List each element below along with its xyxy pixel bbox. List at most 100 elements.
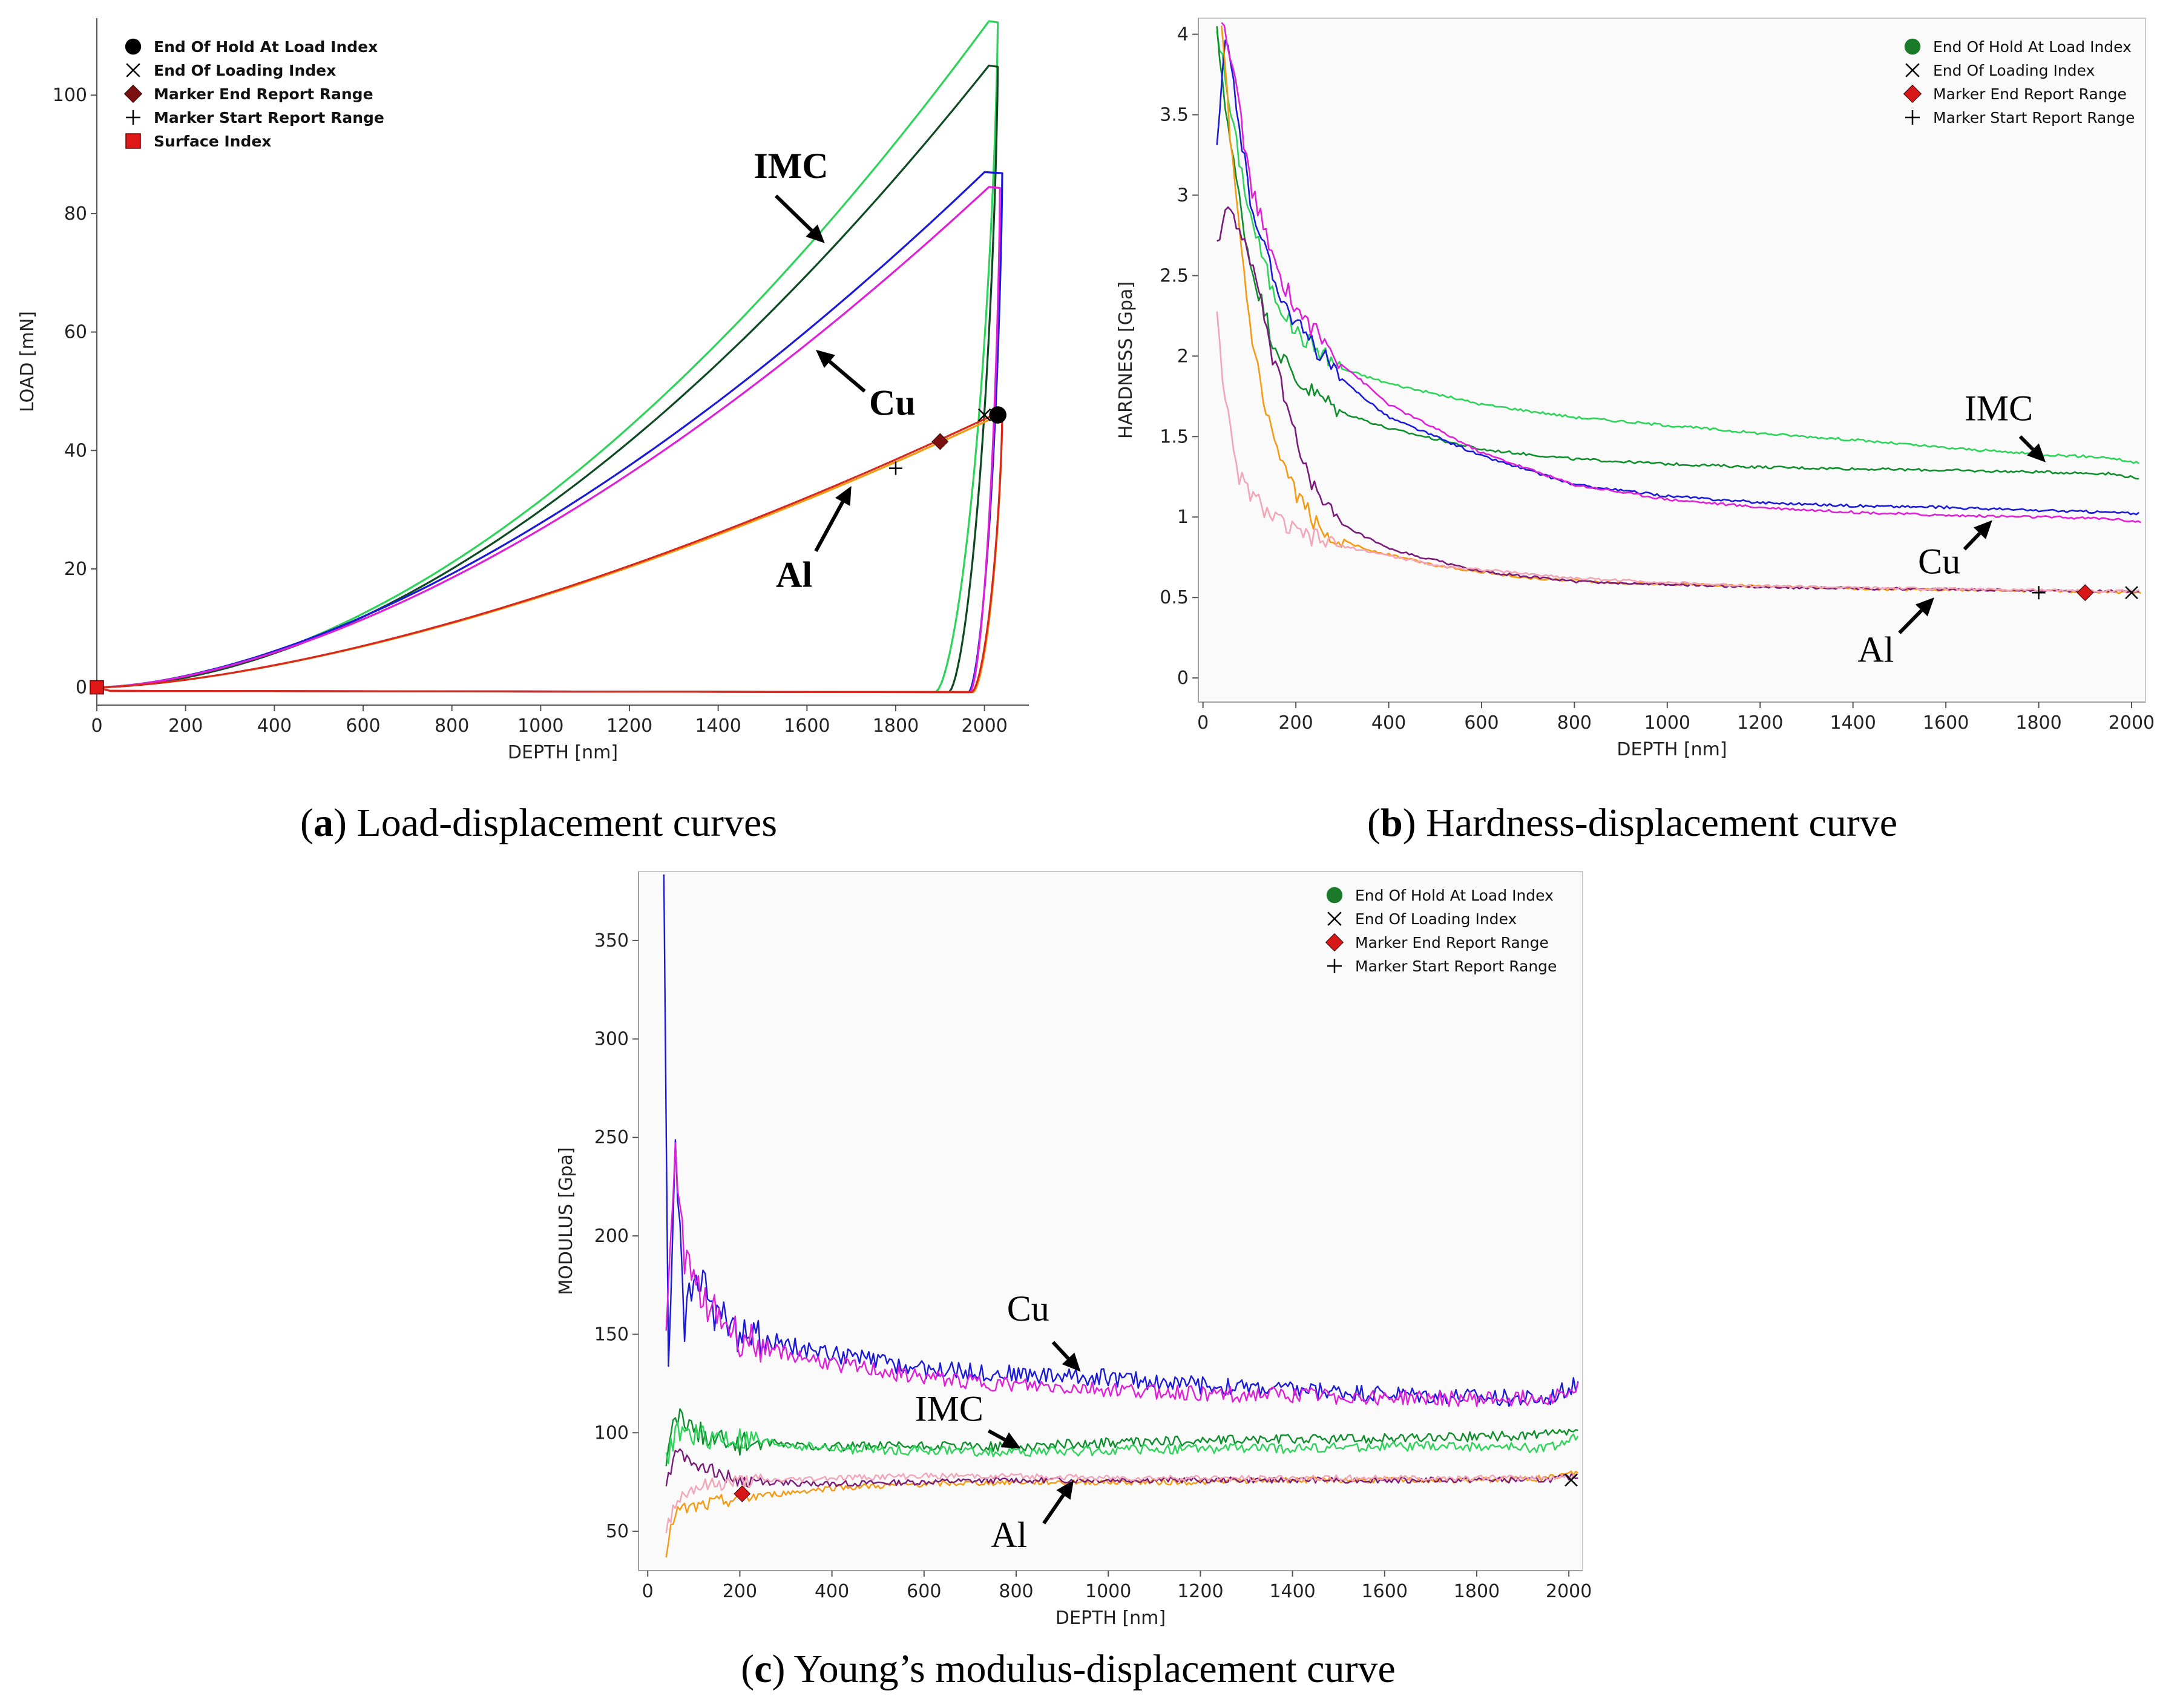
annotation-arrow-head	[2026, 443, 2046, 462]
x-axis-label: DEPTH [nm]	[1056, 1608, 1166, 1629]
annotation-arrow-shaft	[1963, 532, 1981, 551]
y-tick-label: 3	[1177, 185, 1189, 206]
plot-frame	[638, 871, 1583, 1571]
y-tick-label: 250	[594, 1127, 629, 1148]
x-tick-label: 1000	[1644, 712, 1690, 734]
series-line	[665, 1470, 1579, 1558]
annotation-arrow-shaft	[1042, 1494, 1065, 1525]
legend-marker	[123, 84, 143, 103]
legend-label: Surface Index	[154, 133, 271, 150]
y-tick-label: 100	[594, 1422, 629, 1444]
caption-a: (a) Load-displacement curves	[300, 801, 777, 845]
annotation-arrow-head	[816, 349, 835, 369]
caption-a-text: Load-displacement curves	[346, 801, 777, 845]
legend-marker	[126, 63, 140, 77]
y-tick-label: 200	[594, 1226, 629, 1247]
x-tick-label: 600	[907, 1581, 941, 1602]
legend-marker	[1326, 887, 1343, 904]
legend-marker	[1327, 959, 1342, 973]
x-tick-label: 1000	[1085, 1581, 1131, 1602]
x-tick-label: 1800	[873, 715, 919, 737]
annotation-label: Cu	[1918, 541, 1960, 581]
panel-b: 0 200 400 600 800 1000 1200 1400 1600 1800 2000 0 0.…	[1108, 0, 2157, 793]
legend-marker	[125, 133, 141, 149]
x-tick-label: 800	[435, 715, 469, 737]
x-tick-label: 2000	[1546, 1581, 1592, 1602]
series-line	[665, 1448, 1578, 1488]
annotation-label: Cu	[869, 383, 916, 423]
caption-b-letter: b	[1380, 801, 1403, 845]
y-tick-label: 300	[594, 1029, 629, 1050]
x-tick-label: 600	[346, 715, 380, 737]
x-tick-label: 800	[999, 1581, 1033, 1602]
y-tick-label: 1.5	[1160, 426, 1189, 447]
annotation-arrow-head	[806, 224, 825, 243]
y-tick-label: 100	[53, 85, 87, 106]
legend: End Of Hold At Load Index End Of Loading …	[1325, 887, 1557, 975]
data-marker	[734, 1485, 751, 1503]
y-axis-label: MODULUS [Gpa]	[556, 1147, 577, 1295]
legend-label: End Of Hold At Load Index	[1933, 38, 2132, 56]
legend-label: End Of Loading Index	[154, 62, 336, 79]
x-tick-label: 200	[168, 715, 203, 737]
annotation-arrow-shaft	[1051, 1341, 1070, 1360]
series-line	[1216, 26, 2139, 480]
panel-c: 0 200 400 600 800 1000 1200 1400 1600 1800 2000 50 1…	[545, 847, 1592, 1646]
series-line	[665, 1142, 1579, 1407]
y-tick-label: 40	[64, 440, 87, 461]
annotation-arrow-shaft	[774, 194, 813, 232]
legend-marker	[1327, 911, 1342, 926]
x-tick-label: 400	[257, 715, 292, 737]
data-marker	[2032, 586, 2046, 600]
x-tick-label: 2000	[961, 715, 1007, 737]
caption-c-letter: c	[754, 1647, 772, 1691]
annotation-arrow-head	[1973, 520, 1992, 539]
x-tick-label: 1200	[1737, 712, 1783, 734]
x-axis-label: DEPTH [nm]	[508, 742, 618, 763]
series-line	[1216, 31, 2139, 464]
data-marker	[90, 680, 104, 695]
x-tick-label: 1400	[695, 715, 741, 737]
legend-marker	[125, 38, 142, 55]
series-line	[665, 1408, 1578, 1467]
annotation-arrow-head	[1000, 1432, 1021, 1449]
x-tick-label: 800	[1557, 712, 1592, 734]
legend: End Of Hold At Load Index End Of Loading …	[1903, 38, 2135, 126]
x-axis-label: DEPTH [nm]	[1617, 739, 1727, 760]
x-tick-label: 0	[1197, 712, 1209, 734]
annotation-label: Al	[776, 554, 812, 594]
annotation-arrow-head	[1062, 1352, 1081, 1372]
legend: End Of Hold At Load Index End Of Loading …	[123, 38, 384, 150]
caption-b: (b) Hardness-displacement curve	[1367, 801, 1898, 845]
x-tick-label: 600	[1464, 712, 1499, 734]
x-tick-label: 1600	[1362, 1581, 1408, 1602]
legend-label: Marker Start Report Range	[154, 109, 384, 126]
y-tick-label: 80	[64, 203, 87, 225]
x-tick-label: 1400	[1830, 712, 1876, 734]
annotation-arrow-head	[1915, 597, 1934, 617]
x-tick-label: 2000	[2109, 712, 2155, 734]
x-tick-label: 1800	[2015, 712, 2061, 734]
data-marker	[989, 406, 1006, 424]
annotation-arrow-shaft	[987, 1429, 1006, 1442]
chart-b-svg: 0 200 400 600 800 1000 1200 1400 1600 1800 2000 0 0.…	[1115, 18, 2155, 760]
x-tick-label: 200	[723, 1581, 757, 1602]
x-tick-label: 1800	[1454, 1581, 1500, 1602]
annotation-arrow-head	[835, 485, 852, 507]
annotation-label: IMC	[915, 1389, 983, 1429]
y-tick-label: 0	[76, 677, 87, 698]
data-marker	[2077, 584, 2094, 602]
legend-label: Marker End Report Range	[1933, 85, 2127, 103]
legend-marker	[1905, 63, 1920, 77]
annotation-label: IMC	[753, 146, 828, 186]
x-tick-label: 400	[815, 1581, 849, 1602]
caption-b-text: Hardness-displacement curve	[1416, 801, 1898, 845]
y-tick-label: 150	[594, 1324, 629, 1345]
y-tick-label: 50	[606, 1521, 629, 1542]
annotation-label: IMC	[1965, 389, 2033, 429]
annotation-label: Al	[991, 1515, 1027, 1555]
annotation-arrow-shaft	[828, 360, 866, 393]
y-tick-label: 0	[1177, 668, 1189, 689]
y-tick-label: 0.5	[1160, 587, 1189, 608]
data-marker	[1564, 1473, 1578, 1487]
